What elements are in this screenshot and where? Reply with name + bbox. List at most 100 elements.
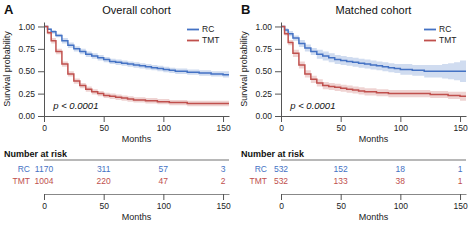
risk-value: 220 xyxy=(97,176,111,186)
panel: 0 50 100 150 0.00 0.25 0.50 0.75 1.00 Months Survi… xyxy=(2,2,231,144)
x-axis-line xyxy=(282,116,467,117)
x-tick-mark xyxy=(163,194,164,200)
legend-swatch xyxy=(187,29,199,31)
x-tick-label: 150 xyxy=(216,123,230,133)
risk-value: 57 xyxy=(159,164,169,174)
x-tick-label: 0 xyxy=(279,201,284,211)
y-tick-mark xyxy=(275,116,281,117)
x-tick-mark xyxy=(44,194,45,200)
x-tick: 150 xyxy=(216,116,230,133)
risk-table: Number at riskRC1170311573TMT10042204720… xyxy=(4,149,231,222)
y-tick-label: 0.25 xyxy=(18,89,35,99)
y-tick: 0.00 xyxy=(255,111,281,121)
risk-value: 1170 xyxy=(35,164,54,174)
annotation: p < 0.0001 xyxy=(52,100,98,111)
x-tick: 50 xyxy=(99,194,109,211)
x-tick-label: 100 xyxy=(157,123,171,133)
row-label: RC xyxy=(18,164,30,174)
legend-label: TMT xyxy=(439,35,456,45)
plot-area xyxy=(44,26,229,106)
legend-label: RC xyxy=(439,24,451,34)
y-tick: 1.00 xyxy=(255,22,281,32)
x-tick: 50 xyxy=(336,116,346,133)
risk-value: 18 xyxy=(396,164,406,174)
x-tick-label: 100 xyxy=(394,123,408,133)
risk-value: 1 xyxy=(458,176,463,186)
x-tick: 0 xyxy=(42,116,47,133)
ci-band xyxy=(281,26,466,100)
x-tick-mark xyxy=(400,116,401,122)
x-tick-mark xyxy=(460,194,461,200)
x-tick-label: 150 xyxy=(453,201,467,211)
x-tick: 0 xyxy=(279,116,284,133)
table-title: Number at risk xyxy=(4,149,68,159)
panel-label: A xyxy=(4,2,14,17)
x-axis-title: Months xyxy=(122,134,152,144)
x-tick-label: 100 xyxy=(157,201,171,211)
x-tick-label: 150 xyxy=(216,201,230,211)
y-tick-mark xyxy=(38,116,44,117)
x-tick-mark xyxy=(223,194,224,200)
risk-value: 532 xyxy=(274,164,288,174)
y-tick-mark xyxy=(275,94,281,95)
x-axis: 0 50 100 150 xyxy=(42,116,231,133)
y-tick: 0.00 xyxy=(18,111,44,121)
x-tick-label: 0 xyxy=(42,201,47,211)
x-tick: 100 xyxy=(157,194,171,211)
x-tick-label: 50 xyxy=(336,123,346,133)
separator xyxy=(281,160,466,161)
y-tick-mark xyxy=(38,94,44,95)
legend-swatch xyxy=(424,29,436,31)
y-tick-mark xyxy=(275,71,281,72)
y-axis-line xyxy=(281,23,282,117)
x-tick-mark xyxy=(341,194,342,200)
x-tick-label: 50 xyxy=(336,201,346,211)
y-tick-label: 0.75 xyxy=(18,44,35,54)
x-tick-label: 50 xyxy=(99,201,109,211)
y-tick-label: 0.00 xyxy=(18,111,35,121)
row-label: TMT xyxy=(13,176,30,186)
x-axis-title: Months xyxy=(359,134,389,144)
title: Overall cohort xyxy=(102,4,170,16)
y-axis-title: Survival probability xyxy=(2,31,12,107)
x-axis-title: Months xyxy=(359,212,389,222)
table-title: Number at risk xyxy=(241,149,305,159)
survival-curve xyxy=(281,26,466,96)
x-tick: 100 xyxy=(394,116,408,133)
legend-swatch xyxy=(187,40,199,42)
x-tick: 0 xyxy=(279,194,284,211)
legend-swatch xyxy=(424,40,436,42)
x-tick: 150 xyxy=(453,194,467,211)
y-tick-label: 1.00 xyxy=(255,22,272,32)
y-tick: 1.00 xyxy=(18,22,44,32)
legend-label: RC xyxy=(202,24,214,34)
risk-value: 2 xyxy=(221,176,226,186)
x-axis: 0 50 100 150 xyxy=(279,194,468,211)
risk-value: 3 xyxy=(221,164,226,174)
y-tick-label: 0.00 xyxy=(255,111,272,121)
y-tick: 0.50 xyxy=(18,66,44,76)
risk-value: 1 xyxy=(458,164,463,174)
x-tick: 150 xyxy=(453,116,467,133)
risk-value: 532 xyxy=(274,176,288,186)
x-tick-label: 0 xyxy=(42,123,47,133)
y-tick: 0.75 xyxy=(18,44,44,54)
risk-value: 311 xyxy=(97,164,111,174)
panel: 0501001500.000.250.500.751.00MonthsSurvi… xyxy=(239,2,468,144)
x-tick-mark xyxy=(400,194,401,200)
x-tick-label: 50 xyxy=(99,123,109,133)
legend-label: TMT xyxy=(202,35,219,45)
x-axis: 0 50 100 150 xyxy=(42,194,231,211)
x-tick-label: 100 xyxy=(394,201,408,211)
x-tick-mark xyxy=(281,194,282,200)
y-tick: 0.75 xyxy=(255,44,281,54)
y-axis: 0.000.250.500.751.00 xyxy=(255,22,281,122)
legend: RCTMT xyxy=(424,24,456,45)
y-tick-mark xyxy=(275,26,281,27)
y-tick-label: 0.75 xyxy=(255,44,272,54)
y-tick-label: 0.50 xyxy=(255,66,272,76)
ci-band xyxy=(44,26,229,77)
x-tick: 100 xyxy=(394,194,408,211)
x-axis-title: Months xyxy=(122,212,152,222)
y-tick: 0.25 xyxy=(18,89,44,99)
